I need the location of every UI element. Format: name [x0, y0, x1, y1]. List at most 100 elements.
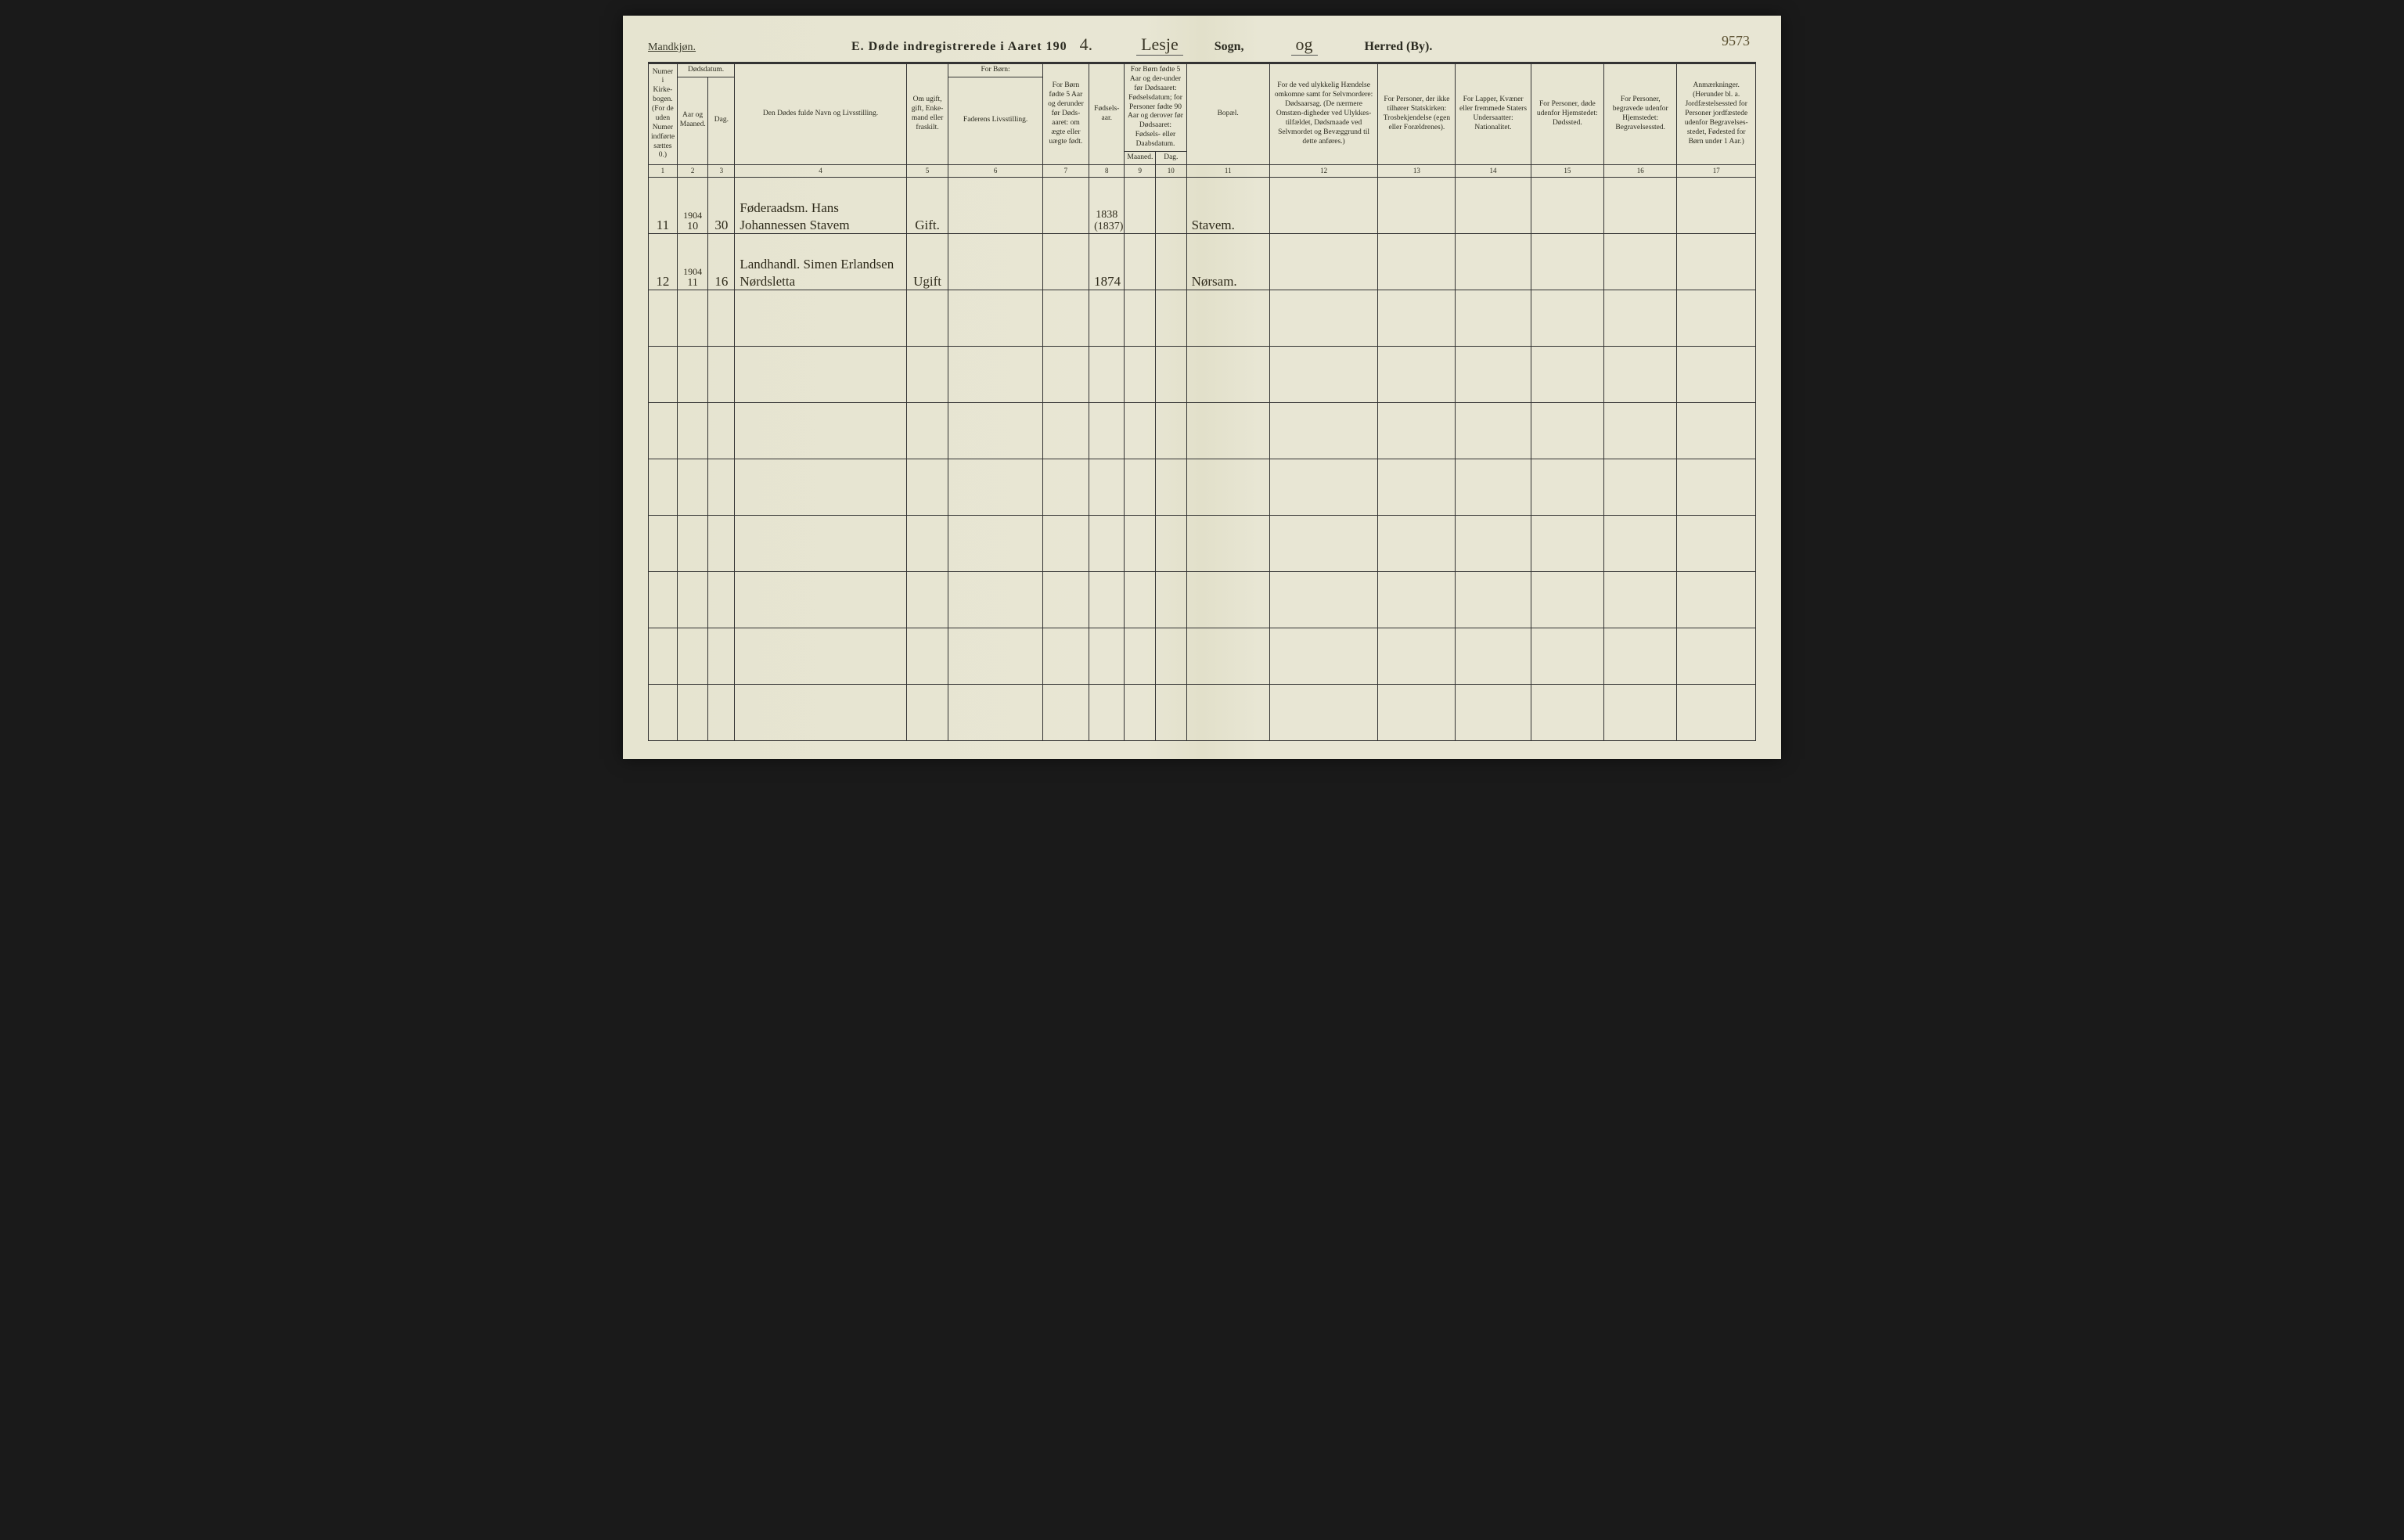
cell-empty	[735, 628, 906, 684]
table-row-empty	[649, 571, 1756, 628]
cell-empty	[1269, 402, 1378, 459]
cell-empty	[1269, 684, 1378, 740]
cell-empty	[1089, 290, 1125, 346]
col-num: 3	[708, 164, 735, 177]
cell-empty	[1604, 628, 1677, 684]
col-header: For Personer, der ikke tilhører Statskir…	[1378, 64, 1456, 165]
cell-empty	[1531, 402, 1603, 459]
cell-empty	[1042, 402, 1089, 459]
cell-empty	[948, 290, 1042, 346]
cell-birth-year: 1838(1837)	[1089, 177, 1125, 233]
cell-empty	[1089, 515, 1125, 571]
cell-empty	[1125, 346, 1156, 402]
col-num: 5	[906, 164, 948, 177]
cell-empty	[708, 684, 735, 740]
cell-empty	[1456, 402, 1531, 459]
cell-empty	[1604, 402, 1677, 459]
cell-empty	[1456, 628, 1531, 684]
cell-empty	[1456, 346, 1531, 402]
column-number-row: 1 2 3 4 5 6 7 8 9 10 11 12 13 14 15 16 1…	[649, 164, 1756, 177]
cell-empty	[649, 402, 678, 459]
cell-father	[948, 177, 1042, 233]
cell-cause	[1269, 177, 1378, 233]
cell-empty	[1604, 346, 1677, 402]
cell-faith	[1378, 233, 1456, 290]
cell-death-place	[1531, 233, 1603, 290]
cell-empty	[1089, 346, 1125, 402]
cell-empty	[677, 571, 708, 628]
cell-empty	[1125, 515, 1156, 571]
col-num: 16	[1604, 164, 1677, 177]
cell-empty	[1042, 515, 1089, 571]
table-row-empty	[649, 402, 1756, 459]
cell-burial-place	[1604, 177, 1677, 233]
cell-empty	[1677, 290, 1756, 346]
cell-empty	[948, 515, 1042, 571]
cell-empty	[1269, 515, 1378, 571]
cell-empty	[1156, 571, 1187, 628]
cell-empty	[649, 459, 678, 515]
table-row-empty	[649, 628, 1756, 684]
col-header: Om ugift, gift, Enke-mand eller fraskilt…	[906, 64, 948, 165]
cell-empty	[1378, 346, 1456, 402]
cell-empty	[1378, 402, 1456, 459]
cell-b-day	[1156, 177, 1187, 233]
cell-empty	[1042, 684, 1089, 740]
cell-empty	[1456, 684, 1531, 740]
cell-civil: Gift.	[906, 177, 948, 233]
cell-num: 11	[649, 177, 678, 233]
cell-empty	[948, 402, 1042, 459]
cell-empty	[1269, 459, 1378, 515]
cell-empty	[1125, 402, 1156, 459]
cell-empty	[1604, 571, 1677, 628]
cell-empty	[1677, 628, 1756, 684]
cell-empty	[735, 571, 906, 628]
cell-empty	[1677, 571, 1756, 628]
cell-empty	[1531, 684, 1603, 740]
cell-empty	[708, 290, 735, 346]
col-num: 2	[677, 164, 708, 177]
cell-b-month	[1125, 233, 1156, 290]
cell-empty	[735, 346, 906, 402]
cell-empty	[677, 402, 708, 459]
col-header: Dødsdatum.	[677, 64, 735, 77]
cell-empty	[1156, 290, 1187, 346]
cell-year-month: 190410	[677, 177, 708, 233]
cell-empty	[1125, 571, 1156, 628]
cell-empty	[1125, 290, 1156, 346]
cell-empty	[906, 346, 948, 402]
col-header: Dag.	[1156, 151, 1187, 164]
col-header: Maaned.	[1125, 151, 1156, 164]
col-header: For Børn:	[948, 64, 1042, 77]
death-register-table: Numer i Kirke-bogen. (For de uden Numer …	[648, 63, 1756, 741]
cell-empty	[1378, 290, 1456, 346]
cell-empty	[1604, 515, 1677, 571]
title-prefix: E. Døde indregistrerede i Aaret 190	[851, 40, 1067, 54]
cell-empty	[1378, 628, 1456, 684]
cell-nationality	[1456, 177, 1531, 233]
cell-empty	[1042, 628, 1089, 684]
cell-empty	[735, 684, 906, 740]
cell-empty	[1604, 459, 1677, 515]
cell-empty	[1089, 628, 1125, 684]
cell-empty	[677, 515, 708, 571]
cell-empty	[1677, 402, 1756, 459]
col-header: Dag.	[708, 77, 735, 164]
register-page: 9573 Mandkjøn. E. Døde indregistrerede i…	[623, 16, 1781, 759]
col-header: Faderens Livsstilling.	[948, 77, 1042, 164]
cell-empty	[735, 402, 906, 459]
table-row-empty	[649, 346, 1756, 402]
sogn-handwritten: Lesje	[1136, 34, 1183, 56]
cell-empty	[948, 571, 1042, 628]
cell-empty	[649, 515, 678, 571]
cell-empty	[906, 628, 948, 684]
cell-residence: Nørsam.	[1186, 233, 1269, 290]
cell-empty	[1378, 571, 1456, 628]
cell-empty	[1125, 628, 1156, 684]
cell-legit	[1042, 233, 1089, 290]
cell-father	[948, 233, 1042, 290]
cell-cause	[1269, 233, 1378, 290]
cell-empty	[1125, 459, 1156, 515]
cell-burial-place	[1604, 233, 1677, 290]
cell-empty	[948, 684, 1042, 740]
